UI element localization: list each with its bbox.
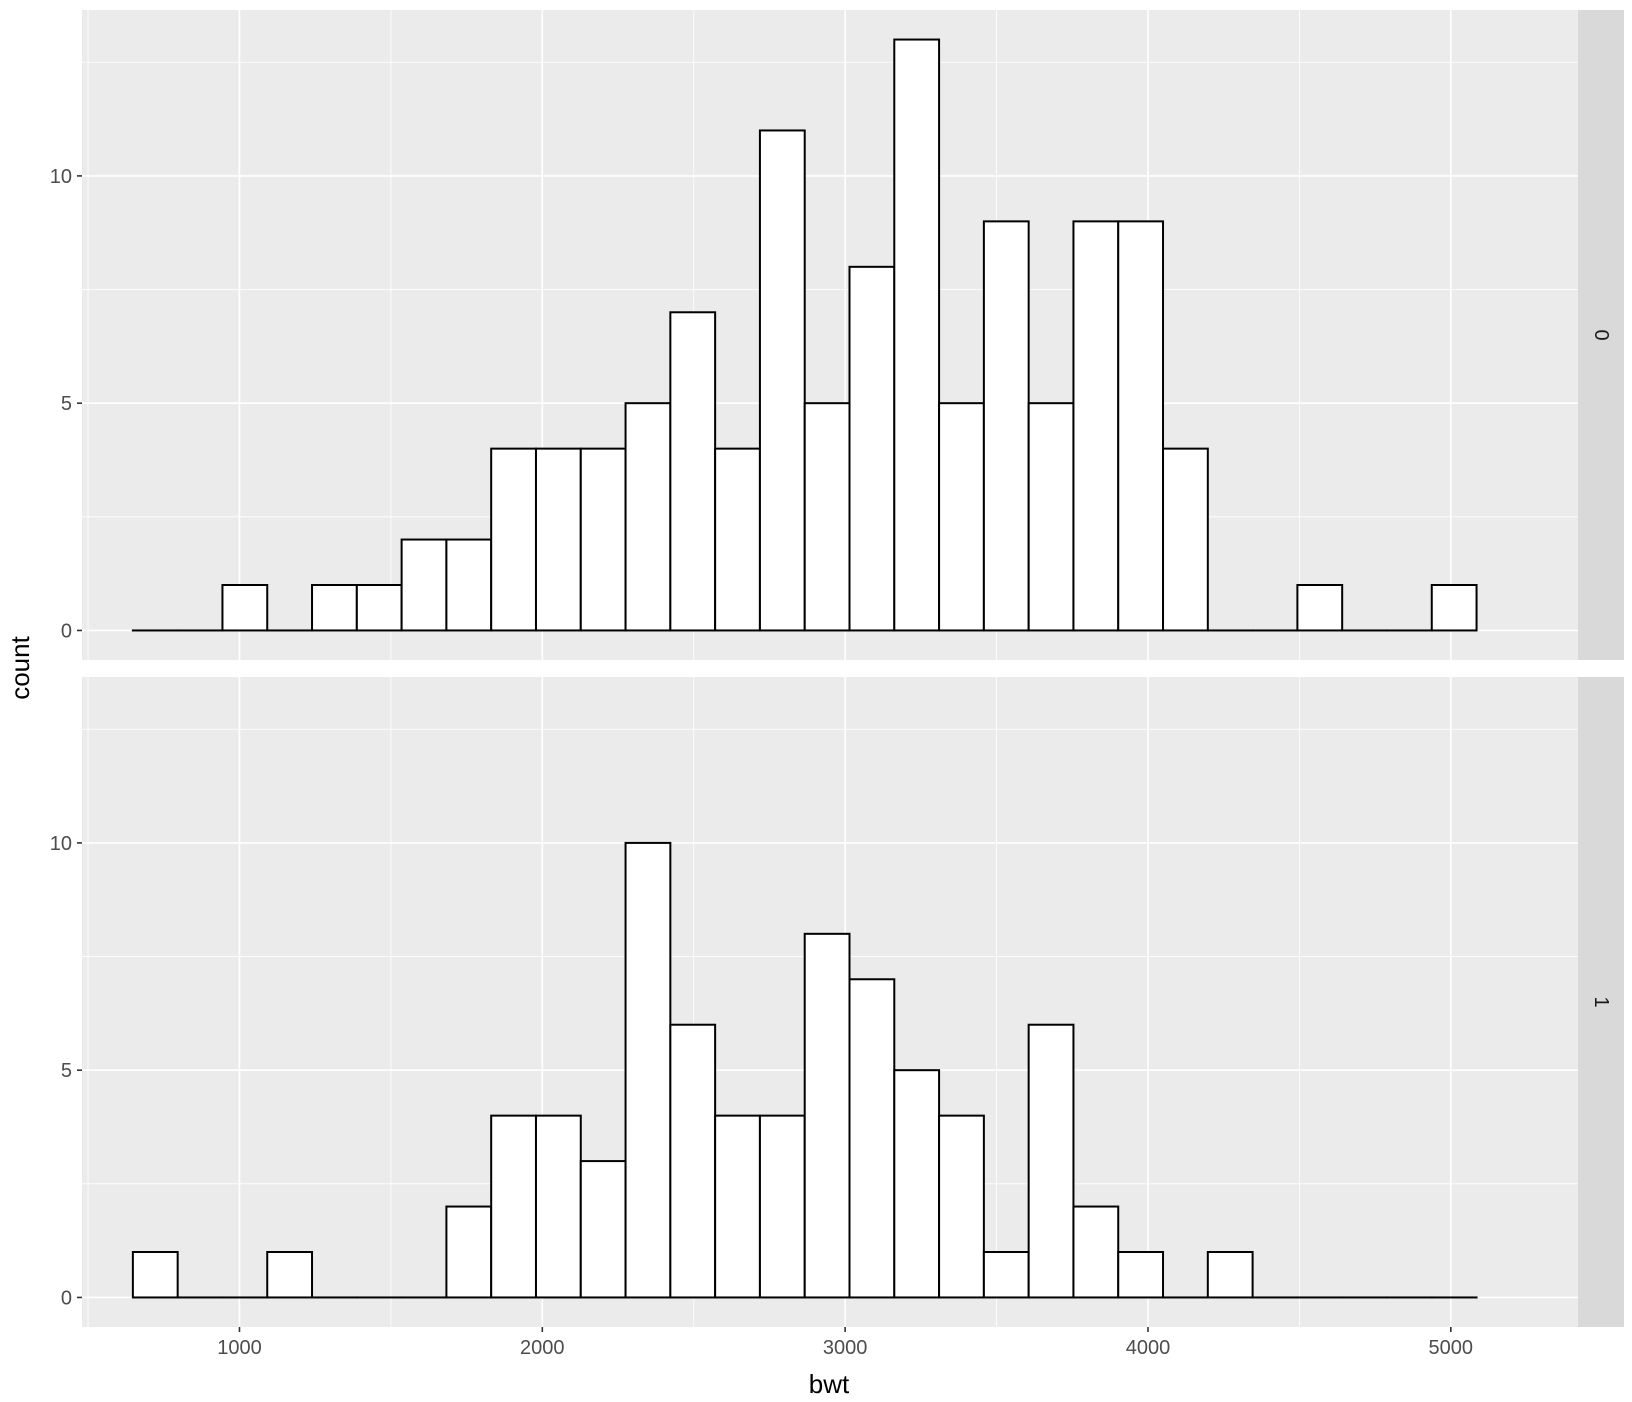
facet-panel-0: 0 5 10 0 bbox=[50, 10, 1624, 660]
histogram-bar bbox=[982, 220, 1030, 632]
facet-strip bbox=[1578, 10, 1624, 660]
y-tick-label: 10 bbox=[50, 166, 72, 188]
histogram-bar bbox=[490, 447, 537, 632]
histogram-bar bbox=[490, 1114, 537, 1299]
x-axis: 1000 2000 3000 4000 5000 bbox=[217, 1327, 1473, 1359]
histogram-bar bbox=[1027, 402, 1075, 632]
histogram-bar bbox=[445, 1205, 493, 1299]
histogram-bar bbox=[579, 447, 627, 632]
histogram-bar bbox=[1072, 1205, 1120, 1299]
histogram-bar bbox=[311, 584, 358, 632]
histogram-bar bbox=[982, 1251, 1030, 1299]
histogram-bar bbox=[624, 402, 672, 632]
histogram-bar bbox=[266, 1251, 314, 1299]
histogram-bar bbox=[355, 584, 403, 632]
facet-strip-label: 1 bbox=[1590, 996, 1612, 1007]
facet-strip-label: 0 bbox=[1590, 329, 1612, 340]
histogram-bar bbox=[579, 1160, 627, 1299]
x-tick-label: 5000 bbox=[1429, 1337, 1474, 1359]
histogram-bar bbox=[445, 538, 493, 632]
y-tick-label: 0 bbox=[61, 1287, 72, 1309]
histogram-bar bbox=[758, 1114, 806, 1299]
histogram-bar bbox=[400, 538, 448, 632]
histogram-bar bbox=[714, 1114, 761, 1299]
histogram-bar bbox=[803, 402, 851, 632]
y-tick-label: 10 bbox=[50, 833, 72, 855]
y-tick-label: 5 bbox=[61, 393, 72, 415]
histogram-bar bbox=[714, 447, 761, 632]
x-tick-label: 1000 bbox=[217, 1337, 262, 1359]
facet-panels: 0 5 10 0 0 5 10 1 bbox=[50, 10, 1624, 1327]
histogram-bar bbox=[131, 1251, 179, 1299]
x-tick-label: 4000 bbox=[1126, 1337, 1171, 1359]
x-tick-label: 2000 bbox=[520, 1337, 565, 1359]
y-tick-label: 0 bbox=[61, 620, 72, 642]
histogram-bar bbox=[534, 447, 582, 632]
histogram-bar bbox=[624, 841, 672, 1299]
histogram-bar bbox=[1206, 1251, 1254, 1299]
histogram-bar bbox=[669, 1023, 717, 1299]
histogram-bar bbox=[893, 1069, 941, 1299]
histogram-bar bbox=[893, 38, 941, 632]
histogram-bar bbox=[1072, 220, 1120, 632]
histogram-bar bbox=[1117, 1251, 1165, 1299]
histogram-bar bbox=[848, 978, 896, 1299]
facet-strip bbox=[1578, 677, 1624, 1327]
histogram-bar bbox=[938, 1114, 985, 1299]
histogram-bar bbox=[221, 584, 269, 632]
histogram-bar bbox=[758, 129, 806, 632]
histogram-bar bbox=[848, 265, 896, 632]
histogram-bar bbox=[669, 311, 717, 632]
x-tick-label: 3000 bbox=[823, 1337, 868, 1359]
histogram-bar bbox=[1430, 584, 1478, 632]
histogram-bar bbox=[534, 1114, 582, 1299]
histogram-bar bbox=[1296, 584, 1344, 632]
histogram-bar bbox=[803, 932, 851, 1299]
x-axis-title: bwt bbox=[809, 1369, 850, 1399]
y-axis-title: count bbox=[5, 635, 35, 699]
y-tick-label: 5 bbox=[61, 1060, 72, 1082]
histogram-bar bbox=[938, 402, 985, 632]
histogram-bar bbox=[1162, 447, 1209, 632]
facet-panel-1: 0 5 10 1 bbox=[50, 677, 1624, 1327]
histogram-bar bbox=[1117, 220, 1165, 632]
histogram-bar bbox=[1027, 1023, 1075, 1299]
